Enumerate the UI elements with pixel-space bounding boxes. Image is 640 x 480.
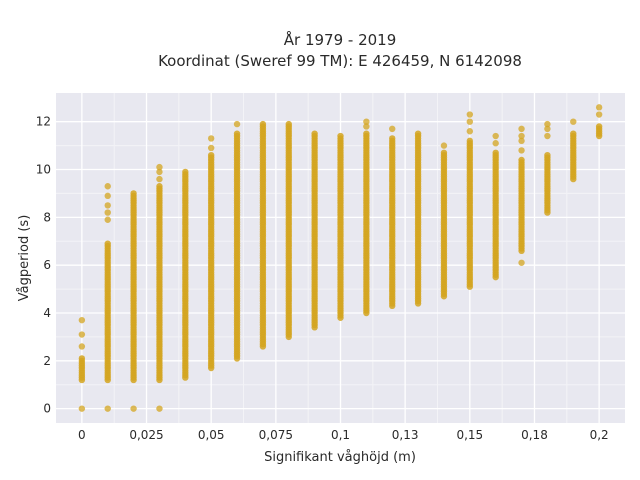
data-point [156,183,163,190]
data-point-outlier [363,123,370,130]
data-point [466,137,474,145]
data-point [389,135,396,142]
x-tick-label: 0,13 [392,428,419,442]
data-point-outlier [595,111,603,118]
data-point [233,130,241,137]
data-point-outlier [466,118,474,125]
y-tick-label: 8 [43,210,51,224]
chart-title-line2: Koordinat (Sweref 99 TM): E 426459, N 61… [158,52,522,70]
data-points [78,104,603,412]
data-point-outlier [78,316,86,324]
data-point [311,130,318,137]
data-point [182,168,189,176]
data-point-outlier [78,331,86,338]
data-point-outlier [207,144,215,152]
data-point-outlier [104,183,111,190]
data-point-outlier [104,209,111,216]
data-point-outlier [544,125,551,133]
data-point [337,132,344,140]
y-tick-label: 10 [36,163,51,177]
data-point-outlier [518,259,525,266]
data-point-outlier [492,132,499,140]
data-point-outlier [233,120,241,128]
x-tick-label: 0,05 [198,428,225,442]
data-point-outlier [156,175,163,183]
data-point [363,130,370,137]
data-point-outlier [207,135,215,142]
x-tick-label: 0,025 [129,428,163,442]
data-point-outlier [78,343,86,350]
x-tick-label: 0,1 [331,428,350,442]
data-point-outlier [492,140,499,147]
data-point-outlier [466,128,474,135]
y-tick-label: 0 [43,402,51,416]
chart-title-line1: År 1979 - 2019 [284,30,397,49]
data-point-outlier [595,104,603,111]
data-point-outlier [130,405,137,412]
data-point-outlier [156,405,163,412]
x-tick-label: 0,18 [521,428,548,442]
x-axis-title: Signifikant våghöjd (m) [264,450,416,465]
data-point-outlier [156,168,163,176]
data-point-outlier [363,118,370,125]
data-point-outlier [518,147,525,154]
x-tick-label: 0,075 [259,428,293,442]
y-tick-label: 12 [36,115,51,129]
data-point [414,130,422,137]
data-point-outlier [570,118,577,125]
y-tick-label: 6 [43,258,51,272]
data-point [518,156,525,164]
data-point-outlier [518,137,525,145]
data-point-outlier [78,405,86,412]
data-point [544,151,551,159]
data-point [259,120,267,128]
y-tick-label: 2 [43,354,51,368]
data-point-outlier [518,125,525,133]
data-point [595,123,603,130]
data-point-outlier [389,125,396,133]
data-point-outlier [544,120,551,128]
data-point-outlier [104,405,111,412]
data-point [285,120,292,128]
data-point [440,149,448,156]
data-point-outlier [156,163,163,171]
data-point [207,151,215,159]
x-tick-label: 0,15 [456,428,483,442]
data-point-outlier [104,192,111,200]
y-axis-title: Vågperiod (s) [17,215,32,302]
data-point-outlier [104,202,111,209]
data-point [570,130,577,137]
data-point-outlier [440,142,448,149]
data-point-outlier [104,216,111,223]
data-point [78,355,86,362]
data-point-outlier [544,132,551,140]
data-point-outlier [518,132,525,140]
x-tick-label: 0,2 [590,428,609,442]
y-tick-label: 4 [43,306,51,320]
tick-labels: 0 0,025 0,05 0,075 0,1 0,13 0,15 0,18 0,2 0 2 4 6 8 10… [36,115,609,442]
x-tick-label: 0 [78,428,86,442]
data-point-outlier [466,111,474,118]
data-point [492,149,499,156]
data-point [130,190,137,197]
data-point [104,240,111,247]
